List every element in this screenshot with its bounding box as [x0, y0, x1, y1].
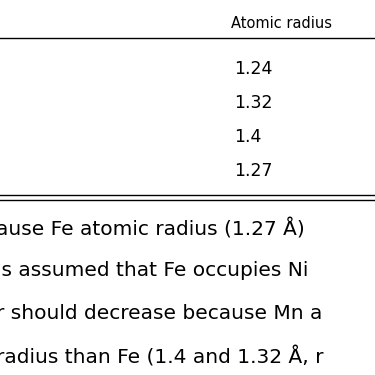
Text: r should decrease because Mn a: r should decrease because Mn a: [0, 304, 322, 323]
Text: 1.4: 1.4: [234, 128, 262, 146]
Text: 1.32: 1.32: [234, 94, 273, 112]
Text: radius than Fe (1.4 and 1.32 Å, r: radius than Fe (1.4 and 1.32 Å, r: [0, 347, 324, 368]
Text: ause Fe atomic radius (1.27 Å): ause Fe atomic radius (1.27 Å): [0, 218, 305, 239]
Text: 1.24: 1.24: [234, 60, 273, 78]
Text: is assumed that Fe occupies Ni: is assumed that Fe occupies Ni: [0, 261, 309, 280]
Text: 1.27: 1.27: [234, 162, 273, 180]
Text: Atomic radius: Atomic radius: [231, 16, 332, 31]
